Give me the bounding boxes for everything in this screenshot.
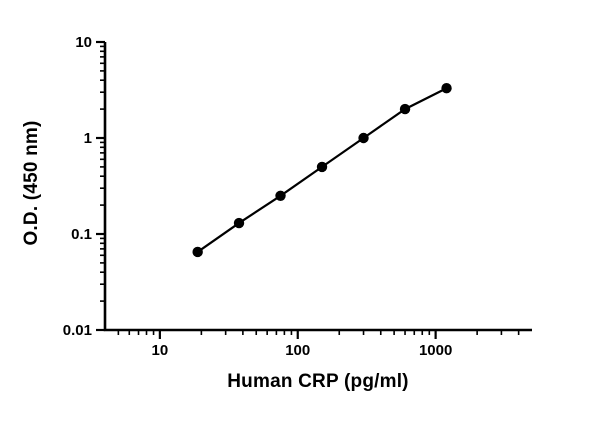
data-point-marker bbox=[316, 161, 328, 173]
data-point-marker bbox=[399, 103, 411, 115]
x-tick-label: 1000 bbox=[419, 342, 452, 359]
data-point-marker bbox=[275, 190, 286, 201]
y-axis-label: O.D. (450 nm) bbox=[21, 120, 42, 246]
x-tick-label: 10 bbox=[152, 342, 169, 359]
data-point-marker bbox=[358, 132, 369, 144]
data-point-marker bbox=[233, 217, 245, 229]
y-tick-label: 10 bbox=[75, 34, 92, 51]
axes-spines bbox=[103, 42, 532, 332]
y-tick-label: 0.01 bbox=[63, 322, 92, 339]
data-point-marker bbox=[441, 83, 452, 94]
x-axis-label: Human CRP (pg/ml) bbox=[227, 371, 409, 392]
y-tick-label: 1 bbox=[84, 130, 92, 147]
y-tick-label: 0.1 bbox=[71, 226, 92, 243]
data-point-marker bbox=[192, 246, 203, 258]
x-tick-label: 100 bbox=[285, 342, 310, 359]
